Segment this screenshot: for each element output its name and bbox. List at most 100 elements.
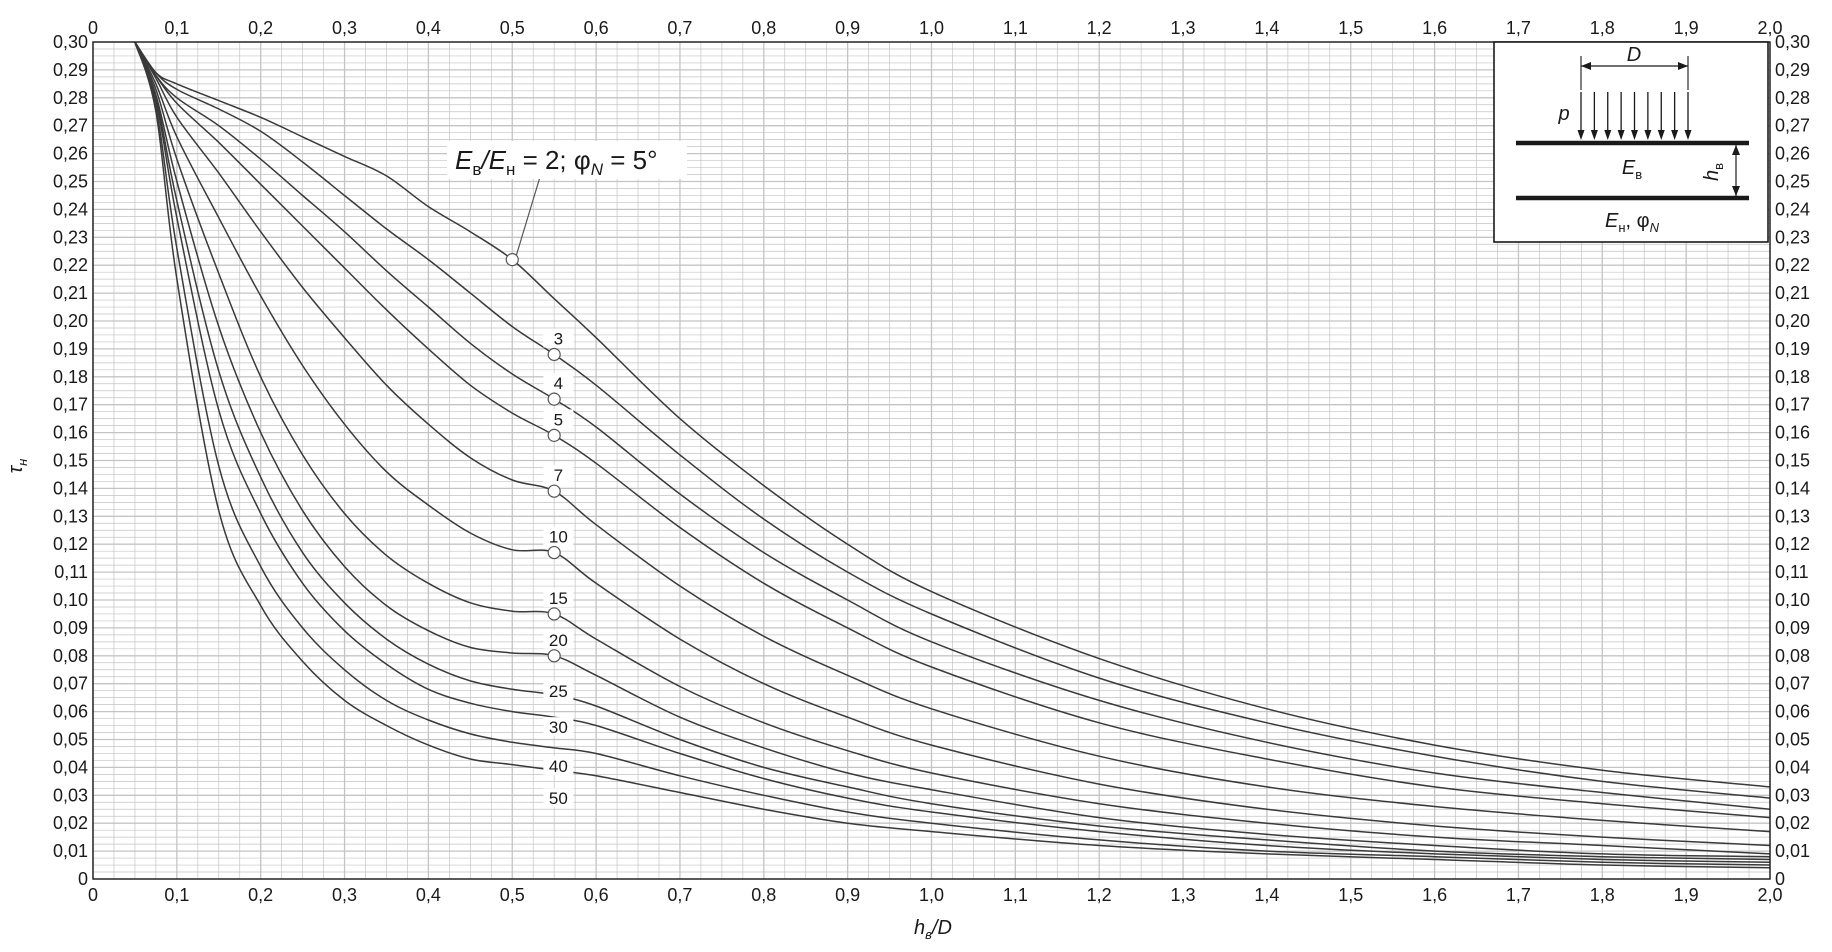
inset-h-arrow-bottom [1732, 186, 1740, 196]
x-tick-label-bottom: 0,8 [751, 885, 776, 905]
x-axis-label: hв/D [914, 917, 952, 942]
load-arrow-head [1631, 130, 1638, 140]
y-tick-label-right: 0,16 [1775, 423, 1810, 443]
curve-line-5 [134, 41, 1771, 819]
y-tick-label-right: 0,14 [1775, 478, 1810, 498]
y-tick-label-left: 0,09 [53, 618, 88, 638]
x-tick-label-top: 1,2 [1087, 18, 1112, 38]
curve-label-20: 20 [549, 631, 568, 650]
load-arrow-head [1590, 130, 1598, 140]
y-tick-label-left: 0,04 [53, 757, 88, 777]
y-tick-label-left: 0,17 [53, 395, 88, 415]
curve-label-bg-25 [543, 680, 574, 700]
x-tick-label-bottom: 1,0 [919, 885, 944, 905]
x-tick-label-top: 0,3 [332, 18, 357, 38]
y-tick-label-right: 0,28 [1775, 88, 1810, 108]
x-tick-label-bottom: 0,1 [164, 885, 189, 905]
curve-label-7: 7 [554, 466, 563, 485]
x-tick-label-top: 0,7 [667, 18, 692, 38]
x-tick-label-bottom: 0,4 [416, 885, 441, 905]
y-tick-label-right: 0 [1775, 869, 1785, 889]
curve-line-7 [134, 41, 1771, 833]
curve-markers [505, 253, 561, 663]
curve-marker-5 [547, 428, 561, 442]
load-arrow-head [1577, 130, 1585, 140]
x-tick-label-bottom: 1,2 [1087, 885, 1112, 905]
curve-line-15 [134, 41, 1771, 855]
x-tick-label-bottom: 1,3 [1171, 885, 1196, 905]
curve-label-3: 3 [554, 329, 563, 348]
y-tick-label-left: 0,28 [53, 88, 88, 108]
inset-d-label: D [1627, 44, 1641, 66]
x-tick-label-bottom: 0,5 [500, 885, 525, 905]
y-tick-label-right: 0,11 [1775, 562, 1809, 582]
y-tick-label-left: 0,26 [53, 144, 88, 164]
y-tick-label-right: 0,05 [1775, 730, 1810, 750]
y-tick-label-left: 0,23 [53, 227, 88, 247]
y-tick-label-left: 0,08 [53, 646, 88, 666]
x-tick-label-top: 0,2 [248, 18, 273, 38]
y-tick-label-right: 0,23 [1775, 227, 1810, 247]
curve-marker-7 [547, 484, 561, 498]
y-tick-label-left: 0,11 [54, 562, 88, 582]
curve-label-4: 4 [554, 374, 563, 393]
curve-label-40: 40 [549, 757, 568, 776]
y-tick-label-right: 0,08 [1775, 646, 1810, 666]
x-tick-label-bottom: 0,9 [835, 885, 860, 905]
x-tick-label-bottom: 1,6 [1422, 885, 1447, 905]
inset-bottom-layer-label: Eн, φN [1605, 210, 1660, 235]
x-tick-label-top: 1,7 [1506, 18, 1531, 38]
y-tick-label-right: 0,06 [1775, 702, 1810, 722]
y-tick-label-right: 0,18 [1775, 367, 1810, 387]
y-tick-label-left: 0,13 [53, 506, 88, 526]
y-tick-label-right: 0,19 [1775, 339, 1810, 359]
y-tick-label-right: 0,07 [1775, 674, 1810, 694]
y-tick-label-left: 0,14 [53, 478, 88, 498]
x-tick-label-bottom: 1,1 [1003, 885, 1028, 905]
x-tick-label-top: 0,4 [416, 18, 441, 38]
curve-marker-20 [547, 649, 561, 663]
y-tick-label-right: 0,24 [1775, 199, 1810, 219]
y-tick-label-left: 0,29 [53, 60, 88, 80]
x-tick-label-bottom: 2,0 [1757, 885, 1782, 905]
curve-label-bg-15 [543, 587, 574, 607]
y-tick-label-right: 0,13 [1775, 506, 1810, 526]
x-tick-label-top: 0,5 [500, 18, 525, 38]
y-tick-label-left: 0,06 [53, 702, 88, 722]
x-tick-label-bottom: 1,9 [1674, 885, 1699, 905]
x-tick-label-top: 0,8 [751, 18, 776, 38]
y-tick-label-left: 0,02 [53, 813, 88, 833]
inset-d-arrow-right [1678, 62, 1688, 70]
y-tick-label-left: 0,20 [53, 311, 88, 331]
y-tick-label-left: 0,25 [53, 172, 88, 192]
y-tick-label-right: 0,15 [1775, 451, 1810, 471]
curve-label-30: 30 [549, 718, 568, 737]
curve-label-bg-5 [543, 409, 574, 429]
annotation-box [447, 141, 687, 179]
x-tick-label-bottom: 1,4 [1254, 885, 1279, 905]
curve-marker-3 [547, 347, 561, 362]
load-arrow-head [1617, 130, 1625, 140]
annotation-text: Eв/Eн = 2; φN = 5° [455, 145, 658, 179]
x-tick-label-top: 1,4 [1254, 18, 1279, 38]
inset-h-arrow-top [1732, 145, 1740, 155]
y-tick-label-right: 0,30 [1775, 32, 1810, 52]
y-tick-label-right: 0,12 [1775, 534, 1810, 554]
curve-label-10: 10 [549, 528, 568, 547]
curve-line-4 [134, 41, 1771, 811]
y-tick-label-left: 0,22 [53, 255, 88, 275]
curve-line-40 [134, 41, 1771, 866]
x-tick-label-bottom: 0 [88, 885, 98, 905]
x-tick-label-bottom: 1,7 [1506, 885, 1531, 905]
y-tick-label-left: 0,16 [53, 423, 88, 443]
y-tick-label-right: 0,03 [1775, 785, 1810, 805]
x-tick-label-top: 0,1 [164, 18, 189, 38]
curve-label-15: 15 [549, 589, 568, 608]
curve-label-bg-3 [543, 328, 574, 348]
curve-label-bg-4 [543, 373, 574, 393]
x-tick-label-bottom: 1,8 [1590, 885, 1615, 905]
y-tick-label-right: 0,22 [1775, 255, 1810, 275]
curve-label-bg-10 [543, 526, 574, 546]
